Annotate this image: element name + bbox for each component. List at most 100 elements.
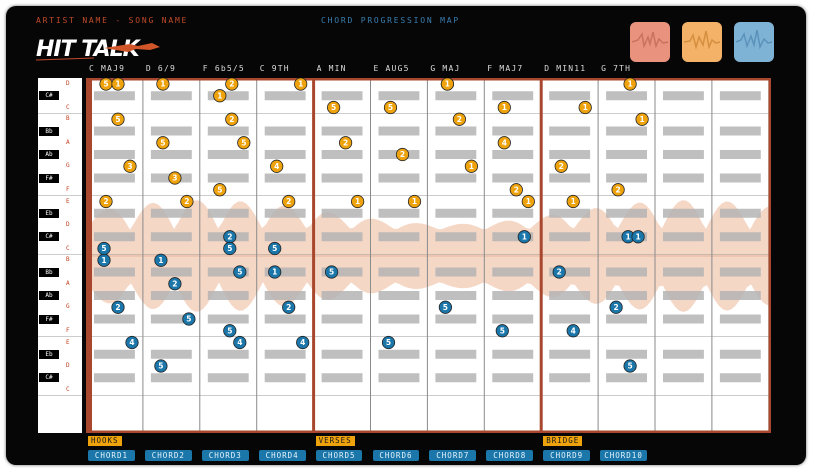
chord-button-4[interactable]: CHORD4 xyxy=(258,450,306,461)
black-key-bar xyxy=(378,267,420,277)
upper-finger-dot-number: 1 xyxy=(583,103,588,112)
black-key-label: Ab xyxy=(39,150,59,159)
black-key-bar xyxy=(492,173,534,183)
black-key-bar xyxy=(663,373,704,383)
black-key-bar xyxy=(606,373,647,383)
black-key-label: C# xyxy=(39,91,59,101)
black-key-bar xyxy=(94,373,135,383)
upper-finger-dot xyxy=(294,78,308,91)
chord-name-label: F MAJ7 xyxy=(487,64,524,73)
black-key-bar xyxy=(492,208,534,218)
black-key-bar xyxy=(207,267,249,277)
black-key-bar xyxy=(549,173,591,183)
lower-finger-dot xyxy=(154,359,168,373)
blue-waveform-tile[interactable] xyxy=(734,22,774,62)
upper-finger-dot xyxy=(270,159,284,173)
chord-button-9[interactable]: CHORD9 xyxy=(543,450,591,461)
black-key-bar xyxy=(94,150,135,159)
lower-finger-dot-number: 4 xyxy=(300,338,305,347)
black-key-bar xyxy=(150,150,192,159)
black-key-bar xyxy=(492,314,534,324)
lower-finger-dot-number: 2 xyxy=(227,232,232,241)
black-key-bar xyxy=(663,91,704,101)
lower-finger-dot-number: 5 xyxy=(272,244,277,253)
black-key-bar xyxy=(492,349,534,359)
lower-finger-dot xyxy=(97,241,111,256)
lower-finger-dot xyxy=(154,253,168,267)
upper-finger-dot xyxy=(339,136,353,150)
chord-button-6[interactable]: CHORD6 xyxy=(372,450,420,461)
piano-keyboard: D C# C B Bb A Ab G F# F E Eb D C# C B Bb A Ab G F# F E Eb D C# C xyxy=(38,78,82,433)
white-key-label: D xyxy=(66,221,70,228)
upper-finger-dot-number: 5 xyxy=(388,103,393,112)
black-key-bar xyxy=(150,373,192,383)
black-key-bar xyxy=(378,173,420,183)
lower-finger-dot xyxy=(268,241,282,256)
black-key-bar xyxy=(378,291,420,300)
black-key-bar xyxy=(264,91,306,101)
upper-finger-dot xyxy=(521,194,535,209)
lower-finger-dot-number: 4 xyxy=(237,338,242,347)
black-key-bar xyxy=(94,232,135,242)
black-key-bar xyxy=(492,291,534,300)
chord-button-10[interactable]: CHORD10 xyxy=(600,450,647,461)
black-key-bar xyxy=(378,232,420,242)
chord-button-8[interactable]: CHORD8 xyxy=(486,450,534,461)
upper-finger-dot-number: 5 xyxy=(115,115,120,124)
upper-finger-dot xyxy=(350,194,365,209)
black-key-bar xyxy=(264,267,306,277)
lower-finger-dot xyxy=(552,265,566,279)
lower-finger-dot-number: 5 xyxy=(158,362,163,371)
lower-finger-dot-number: 5 xyxy=(386,338,391,347)
orange-waveform-tile[interactable] xyxy=(682,22,722,62)
lower-finger-dot-number: 5 xyxy=(227,326,232,335)
black-key-bar xyxy=(378,349,420,359)
chord-button-2[interactable]: CHORD2 xyxy=(144,450,192,461)
upper-finger-dot xyxy=(111,78,125,91)
upper-finger-dot-number: 2 xyxy=(400,150,405,159)
upper-finger-dot xyxy=(623,78,637,91)
lower-finger-dot xyxy=(233,265,247,279)
chord-button-7[interactable]: CHORD7 xyxy=(429,450,477,461)
lower-finger-dot xyxy=(381,335,396,350)
black-key-bar xyxy=(264,208,306,218)
lower-finger-dot-number: 4 xyxy=(571,326,576,335)
black-key-label: C# xyxy=(39,232,59,242)
black-key-bar xyxy=(321,314,363,324)
black-key-bar xyxy=(663,349,704,359)
white-key-label: G xyxy=(66,303,70,311)
black-key-bar xyxy=(606,173,647,183)
artist-song-title: ARTIST NAME - SONG NAME xyxy=(36,16,189,25)
chord-button-1[interactable]: CHORD1 xyxy=(88,450,135,461)
lower-finger-dot xyxy=(438,300,452,314)
lower-finger-dot xyxy=(233,335,247,350)
upper-finger-dot-number: 1 xyxy=(115,80,120,89)
black-key-bar xyxy=(549,232,591,242)
black-key-bar xyxy=(264,173,306,183)
black-key-bar xyxy=(264,349,306,359)
chord-button-3[interactable]: CHORD3 xyxy=(201,450,249,461)
lower-finger-dot xyxy=(223,324,237,338)
lower-finger-dot-number: 2 xyxy=(557,268,562,277)
black-key-bar xyxy=(150,267,192,277)
upper-finger-dot xyxy=(383,100,398,115)
chord-name-label: C 9TH xyxy=(259,64,290,73)
white-key-label: G xyxy=(66,162,70,170)
black-key-bar xyxy=(150,208,192,218)
black-key-bar xyxy=(378,314,420,324)
red-waveform-tile[interactable] xyxy=(630,22,670,62)
lower-finger-dot-number: 1 xyxy=(101,256,106,265)
black-key-bar xyxy=(435,126,477,136)
upper-finger-dot-number: 5 xyxy=(103,80,108,89)
black-key-bar xyxy=(549,91,591,101)
lower-finger-dot-number: 5 xyxy=(227,244,232,253)
black-key-bar xyxy=(492,91,534,101)
black-key-bar xyxy=(719,126,761,136)
black-key-bar xyxy=(207,373,249,383)
lower-finger-dot-number: 5 xyxy=(186,315,191,324)
chord-button-5[interactable]: CHORD5 xyxy=(315,450,363,461)
upper-finger-dot-number: 1 xyxy=(217,91,222,100)
upper-finger-dot xyxy=(111,112,125,126)
black-key-bar xyxy=(94,126,135,136)
black-key-bar xyxy=(719,173,761,183)
